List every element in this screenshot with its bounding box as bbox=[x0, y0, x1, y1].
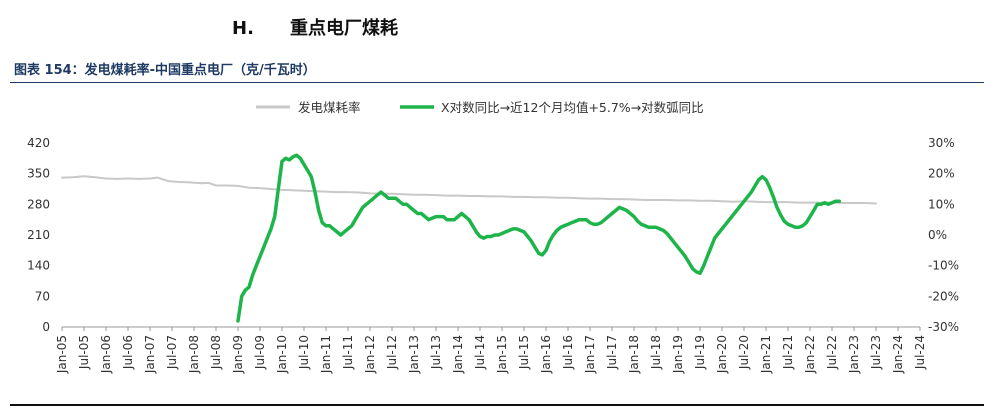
x-tick-label: Jul-07 bbox=[165, 335, 179, 370]
y-left-tick-label: 70 bbox=[35, 289, 50, 303]
y-right-tick-label: 0% bbox=[928, 228, 947, 242]
section-heading: H. 重点电厂煤耗 bbox=[232, 14, 398, 40]
y-axis-right-ticks: -30% -20% -10% 0% 10% 20% 30% bbox=[928, 136, 959, 334]
x-tick-label: Jan-18 bbox=[627, 335, 641, 374]
y-right-tick-label: 30% bbox=[928, 136, 955, 150]
x-tick-label: Jan-22 bbox=[803, 335, 817, 374]
x-tick-label: Jan-11 bbox=[319, 335, 333, 374]
y-left-tick-label: 140 bbox=[27, 259, 50, 273]
y-right-tick-label: -30% bbox=[928, 320, 959, 334]
y-right-tick-label: 10% bbox=[928, 197, 955, 211]
series-line-coal-rate bbox=[61, 175, 877, 205]
x-tick-label: Jan-16 bbox=[539, 335, 553, 374]
x-tick-label: Jul-21 bbox=[781, 335, 795, 370]
x-tick-label: Jan-19 bbox=[671, 335, 685, 374]
x-tick-label: Jul-11 bbox=[341, 335, 355, 370]
y-left-tick-label: 280 bbox=[27, 197, 50, 211]
x-tick-label: Jul-10 bbox=[297, 335, 311, 370]
x-tick-label: Jul-12 bbox=[385, 335, 399, 370]
x-tick-label: Jul-08 bbox=[209, 335, 223, 370]
y-left-tick-label: 210 bbox=[27, 228, 50, 242]
x-tick-label: Jan-06 bbox=[99, 335, 113, 374]
caption-divider bbox=[10, 82, 984, 83]
x-tick-label: Jul-22 bbox=[825, 335, 839, 370]
x-tick-label: Jan-05 bbox=[55, 335, 69, 374]
y-right-tick-label: -10% bbox=[928, 259, 959, 273]
x-tick-label: Jul-05 bbox=[77, 335, 91, 370]
x-tick-label: Jan-12 bbox=[363, 335, 377, 374]
x-tick-label: Jul-20 bbox=[737, 335, 751, 370]
y-right-tick-label: -20% bbox=[928, 289, 959, 303]
x-tick-label: Jan-23 bbox=[847, 335, 861, 374]
chart-legend: 发电煤耗率 X对数同比→近12个月均值+5.7%→对数弧同比 bbox=[256, 100, 704, 115]
x-tick-label: Jan-14 bbox=[451, 335, 465, 374]
x-tick-label: Jul-23 bbox=[869, 335, 883, 370]
section-letter: H. bbox=[232, 18, 254, 39]
y-left-tick-label: 0 bbox=[42, 320, 50, 334]
x-tick-label: Jul-13 bbox=[429, 335, 443, 370]
x-tick-label: Jan-09 bbox=[231, 335, 245, 374]
x-tick-label: Jul-14 bbox=[473, 335, 487, 370]
y-left-tick-label: 350 bbox=[27, 167, 50, 181]
bottom-rule bbox=[10, 404, 984, 406]
x-tick-label: Jan-15 bbox=[495, 335, 509, 374]
legend-label-coal-rate: 发电煤耗率 bbox=[298, 100, 361, 115]
x-axis-ticks: Jan-05 Jul-05 Jan-06 Jul-06 Jan-07 Jul-07 Jan-… bbox=[55, 327, 927, 374]
x-tick-label: Jul-15 bbox=[517, 335, 531, 370]
x-tick-label: Jan-07 bbox=[143, 335, 157, 374]
x-tick-label: Jul-19 bbox=[693, 335, 707, 370]
y-axis-left-ticks: 0 70 140 210 280 350 420 bbox=[27, 136, 50, 334]
x-tick-label: Jan-08 bbox=[187, 335, 201, 374]
x-tick-label: Jan-24 bbox=[891, 335, 905, 374]
x-tick-label: Jan-20 bbox=[715, 335, 729, 374]
figure-caption: 图表 154：发电煤耗率-中国重点电厂（克/千瓦时） bbox=[14, 63, 316, 78]
x-tick-label: Jan-10 bbox=[275, 335, 289, 374]
x-tick-label: Jan-21 bbox=[759, 335, 773, 374]
series-layer bbox=[61, 153, 877, 323]
x-tick-label: Jul-16 bbox=[561, 335, 575, 370]
x-tick-label: Jul-18 bbox=[649, 335, 663, 370]
section-title: 重点电厂煤耗 bbox=[290, 18, 398, 39]
x-tick-label: Jan-13 bbox=[407, 335, 421, 374]
y-left-tick-label: 420 bbox=[27, 136, 50, 150]
x-tick-label: Jan-17 bbox=[583, 335, 597, 374]
legend-label-yoy: X对数同比→近12个月均值+5.7%→对数弧同比 bbox=[441, 100, 704, 115]
x-tick-label: Jul-09 bbox=[253, 335, 267, 370]
y-right-tick-label: 20% bbox=[928, 167, 955, 181]
x-tick-label: Jul-17 bbox=[605, 335, 619, 370]
x-tick-label: Jul-06 bbox=[121, 335, 135, 370]
series-line-yoy bbox=[236, 153, 842, 323]
x-tick-label: Jul-24 bbox=[913, 335, 927, 370]
